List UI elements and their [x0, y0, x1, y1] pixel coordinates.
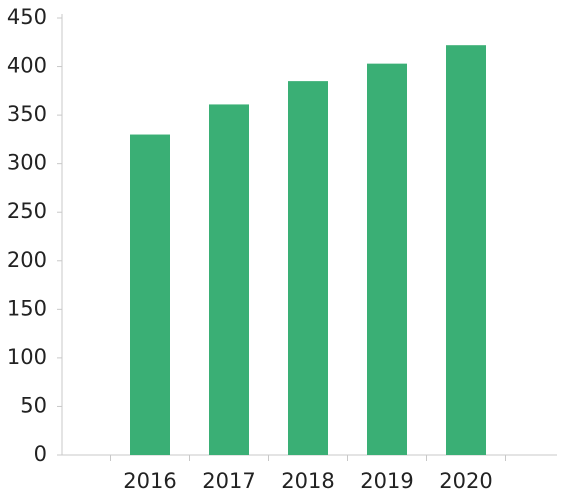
- y-tick-label: 400: [7, 54, 47, 78]
- y-tick-label: 300: [7, 151, 47, 175]
- x-tick-label: 2020: [439, 469, 492, 493]
- x-tick-label: 2017: [202, 469, 255, 493]
- y-tick-label: 150: [7, 296, 47, 320]
- bar: [288, 81, 328, 455]
- bar: [130, 134, 170, 456]
- bar: [367, 63, 407, 456]
- x-tick-label: 2016: [123, 469, 176, 493]
- y-tick-label: 50: [20, 393, 47, 417]
- x-tick-label: 2019: [360, 469, 413, 493]
- y-tick-label: 350: [7, 102, 47, 126]
- y-tick-label: 450: [7, 5, 47, 29]
- x-tick-label: 2018: [281, 469, 334, 493]
- bar: [209, 104, 249, 455]
- y-tick-label: 250: [7, 199, 47, 223]
- bar: [446, 45, 486, 456]
- y-tick-label: 0: [34, 442, 47, 466]
- y-tick-label: 100: [7, 345, 47, 369]
- y-tick-label: 200: [7, 248, 47, 272]
